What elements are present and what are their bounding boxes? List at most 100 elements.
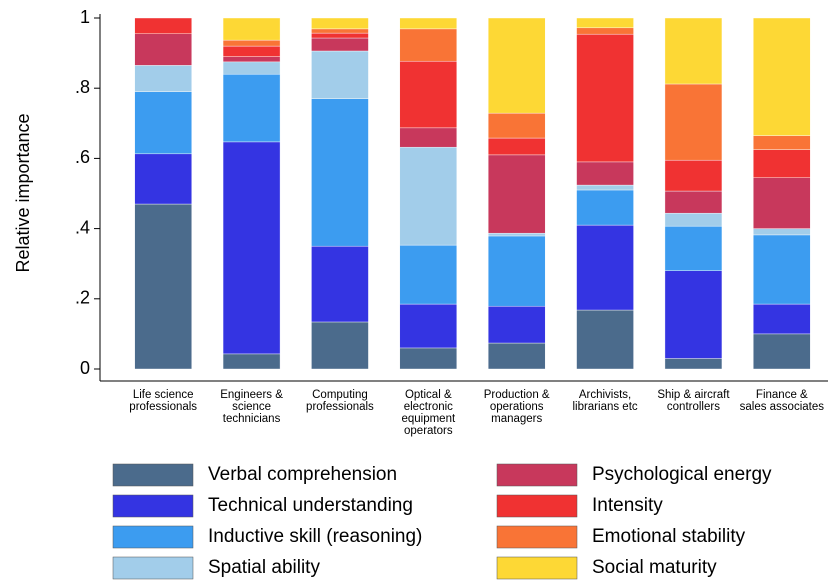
y-axis-label: Relative importance bbox=[13, 113, 33, 272]
legend-swatch bbox=[496, 494, 578, 518]
bar-segment bbox=[399, 127, 458, 148]
y-tick-label: .8 bbox=[75, 77, 90, 97]
x-tick-label-line: professionals bbox=[129, 401, 197, 413]
legend-label: Inductive skill (reasoning) bbox=[208, 526, 422, 547]
bar-segment bbox=[399, 17, 458, 30]
x-tick-label: Finance & sales associates bbox=[740, 389, 825, 413]
bar-segment bbox=[487, 305, 546, 344]
bar-segment bbox=[487, 235, 546, 307]
bar-segment bbox=[134, 17, 192, 34]
bar-segment bbox=[664, 358, 723, 370]
bar-segment bbox=[222, 141, 281, 355]
x-tick-label-line: librarians etc bbox=[572, 401, 637, 413]
x-tick-label-line: professionals bbox=[306, 401, 374, 413]
bar-segment bbox=[664, 83, 723, 161]
y-tick-label: .6 bbox=[75, 147, 90, 167]
y-tick-label: .2 bbox=[75, 288, 90, 308]
bar-segment bbox=[576, 189, 634, 226]
legend-label: Social maturity bbox=[592, 557, 717, 578]
bar-segment bbox=[311, 17, 369, 30]
bar-segment bbox=[753, 228, 811, 236]
bar-segment bbox=[134, 153, 192, 205]
bar-segment bbox=[222, 45, 281, 57]
bar-segment bbox=[664, 17, 723, 85]
bar-segment bbox=[222, 56, 281, 63]
bar-segment bbox=[134, 203, 192, 370]
legend-swatch bbox=[112, 463, 194, 487]
bar-segment bbox=[576, 224, 634, 311]
bar-segment bbox=[487, 232, 546, 237]
x-tick-label-line: equipment bbox=[401, 413, 456, 425]
x-tick-label-line: Optical & bbox=[405, 389, 452, 401]
bar-segment bbox=[487, 17, 546, 114]
bar-segment bbox=[311, 321, 369, 370]
bar-segment bbox=[576, 33, 634, 163]
bar-segment bbox=[311, 50, 369, 99]
legend-swatch bbox=[496, 525, 578, 549]
x-tick-label-line: Production & bbox=[484, 389, 550, 401]
bar-segment bbox=[753, 135, 811, 150]
bar-segment bbox=[222, 73, 281, 143]
bar-segment bbox=[664, 159, 723, 192]
legend-label: Emotional stability bbox=[592, 526, 746, 547]
legend-swatch bbox=[112, 556, 194, 580]
x-tick-label: Engineers & science technicians bbox=[220, 389, 283, 425]
bar-segment bbox=[576, 184, 634, 191]
x-tick-label-line: Finance & bbox=[756, 389, 808, 401]
bar-segment bbox=[134, 65, 192, 92]
x-tick-label: Archivists, librarians etc bbox=[572, 389, 637, 413]
bar-segment bbox=[487, 342, 546, 370]
bar-segment bbox=[576, 161, 634, 186]
x-tick-label-line: technicians bbox=[223, 413, 281, 425]
legend-swatch bbox=[496, 556, 578, 580]
bar-segment bbox=[222, 39, 281, 47]
x-tick-label-line: Engineers & bbox=[220, 389, 283, 401]
legend-swatch bbox=[112, 525, 194, 549]
y-tick-label: .4 bbox=[75, 217, 90, 237]
x-tick-label-line: Computing bbox=[312, 389, 368, 401]
legend-label: Intensity bbox=[592, 495, 663, 516]
bar-segment bbox=[399, 60, 458, 129]
bar-segment bbox=[487, 154, 546, 234]
x-tick-label: Production & operations managers bbox=[484, 389, 550, 425]
bar-segment bbox=[753, 303, 811, 335]
x-tick-label-line: controllers bbox=[667, 401, 720, 413]
legend-label: Verbal comprehension bbox=[208, 464, 397, 485]
bar-segment bbox=[753, 149, 811, 178]
legend-label: Technical understanding bbox=[208, 495, 413, 516]
x-tick-label-line: science bbox=[232, 401, 271, 413]
bar-segment bbox=[311, 98, 369, 247]
bar-segment bbox=[576, 27, 634, 35]
legend-swatch bbox=[496, 463, 578, 487]
legend-label: Spatial ability bbox=[208, 557, 320, 578]
bar-segment bbox=[487, 137, 546, 156]
legend-label: Psychological energy bbox=[592, 464, 772, 485]
bar-segment bbox=[664, 270, 723, 359]
x-tick-label-line: Life science bbox=[133, 389, 194, 401]
x-tick-label: Ship & aircraft controllers bbox=[657, 389, 730, 413]
bar-segment bbox=[399, 303, 458, 349]
y-tick-label: 0 bbox=[80, 358, 90, 378]
bar-segment bbox=[222, 17, 281, 41]
bar-segment bbox=[753, 177, 811, 229]
bar-segment bbox=[487, 112, 546, 139]
x-tick-label: Optical & electronic equipment operators bbox=[401, 389, 456, 437]
bar-segment bbox=[222, 61, 281, 75]
bar-segment bbox=[753, 333, 811, 370]
x-tick-label-line: Ship & aircraft bbox=[657, 389, 730, 401]
x-tick-label-line: operations bbox=[490, 401, 544, 413]
bar-segment bbox=[222, 353, 281, 370]
bar-segment bbox=[399, 244, 458, 305]
y-tick-label: 1 bbox=[80, 7, 90, 27]
bar-segment bbox=[753, 17, 811, 136]
x-tick-label-line: operators bbox=[404, 425, 453, 437]
bar-segment bbox=[399, 28, 458, 62]
bar-segment bbox=[753, 234, 811, 305]
x-tick-label-line: electronic bbox=[404, 401, 453, 413]
bar-segment bbox=[664, 190, 723, 214]
bar-segment bbox=[311, 37, 369, 52]
x-tick-label-line: managers bbox=[491, 413, 542, 425]
bar-segment bbox=[399, 146, 458, 246]
x-tick-label-line: Archivists, bbox=[579, 389, 631, 401]
